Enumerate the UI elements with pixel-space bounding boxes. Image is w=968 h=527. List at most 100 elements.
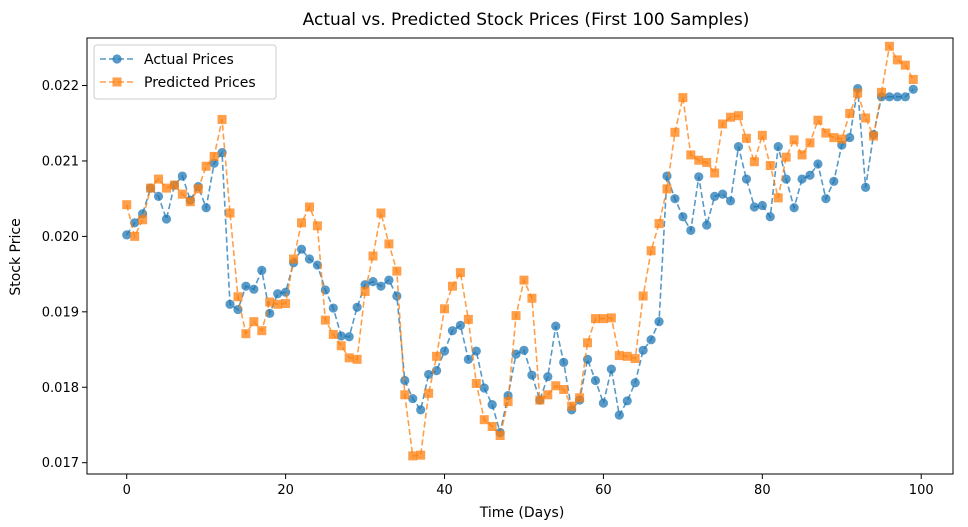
data-point-actual-prices [543,372,553,382]
data-point-actual-prices [241,281,251,291]
data-point-actual-prices [328,303,338,313]
data-point-actual-prices [424,369,434,380]
data-point-predicted-prices [344,353,354,363]
data-point-predicted-prices [567,401,577,411]
data-point-actual-prices [686,225,696,235]
x-tick-label: 0 [123,483,131,498]
data-point-predicted-prices [733,111,743,121]
data-point-predicted-prices [169,180,179,190]
data-point-predicted-prices [471,378,481,388]
data-point-predicted-prices [575,393,585,403]
data-point-actual-prices [455,320,466,330]
data-point-actual-prices [439,346,450,356]
data-point-actual-prices [892,92,902,102]
x-axis-label: Time (Days) [479,505,565,521]
data-point-actual-prices [813,159,823,169]
data-point-predicted-prices [781,152,791,162]
data-point-predicted-prices [304,202,314,212]
data-point-predicted-prices [257,326,267,336]
data-point-actual-prices [710,191,720,202]
data-point-actual-prices [471,346,481,356]
data-point-predicted-prices [702,157,712,167]
data-point-actual-prices [908,84,918,94]
data-point-predicted-prices [765,160,775,170]
data-point-actual-prices [249,284,259,294]
data-point-predicted-prices [320,315,330,325]
y-tick-label: 0.019 [42,305,79,320]
legend-label-actual-prices: Actual Prices [144,52,234,68]
data-point-actual-prices [376,281,386,291]
data-point-predicted-prices [829,133,839,143]
data-point-actual-prices [821,194,831,204]
data-point-predicted-prices [726,112,736,122]
data-point-predicted-prices [432,351,442,361]
data-point-actual-prices [431,366,442,376]
data-point-predicted-prices [328,329,338,339]
data-point-predicted-prices [193,184,203,194]
data-point-predicted-prices [598,314,608,324]
data-point-predicted-prices [646,246,656,256]
data-point-predicted-prices [845,108,855,118]
data-point-predicted-prices [154,174,164,184]
data-point-predicted-prices [900,60,910,70]
data-point-actual-prices [590,375,601,386]
data-point-actual-prices [598,398,609,408]
data-point-predicted-prices [360,286,370,296]
data-point-actual-prices [717,189,728,199]
legend: Actual Prices Predicted Prices [93,44,277,100]
x-tick-label: 40 [436,483,453,498]
y-tick-label: 0.020 [42,230,79,245]
data-point-actual-prices [304,254,315,264]
data-point-predicted-prices [821,128,831,138]
data-point-predicted-prices [161,183,171,193]
data-point-predicted-prices [686,150,696,160]
data-point-actual-prices [161,214,172,224]
data-point-actual-prices [678,212,688,222]
data-point-predicted-prices [797,150,807,160]
data-point-actual-prices [662,171,672,181]
data-point-actual-prices [479,383,489,393]
data-point-actual-prices [861,182,871,192]
data-point-actual-prices [725,196,736,206]
data-point-predicted-prices [281,299,291,309]
data-point-predicted-prices [559,385,569,395]
data-point-actual-prices [638,345,648,355]
data-point-predicted-prices [718,119,728,129]
chart-title: Actual vs. Predicted Stock Prices (First… [303,10,750,30]
data-point-predicted-prices [312,221,322,231]
data-point-actual-prices [296,244,307,254]
data-point-predicted-prices [495,431,505,441]
data-point-predicted-prices [249,317,259,327]
data-point-predicted-prices [122,200,132,210]
data-point-actual-prices [765,212,775,222]
data-point-predicted-prices [789,135,799,145]
data-point-predicted-prices [273,299,283,309]
data-point-predicted-prices [670,127,680,137]
data-point-predicted-prices [225,208,235,218]
data-point-predicted-prices [440,304,450,314]
data-point-predicted-prices [177,189,187,199]
data-point-predicted-prices [614,351,624,361]
data-point-predicted-prices [884,41,894,51]
data-point-predicted-prices [416,450,426,460]
data-point-predicted-prices [138,215,148,225]
data-point-predicted-prices [209,151,219,161]
data-point-actual-prices [447,326,458,336]
data-point-actual-prices [122,230,132,240]
data-point-actual-prices [614,410,624,420]
x-tick-label: 20 [277,483,294,498]
data-point-predicted-prices [710,168,720,178]
data-point-actual-prices [177,171,187,181]
data-point-predicted-prices [400,390,410,400]
data-point-actual-prices [312,260,323,270]
data-point-actual-prices [225,299,235,309]
data-point-actual-prices [511,349,521,359]
data-point-predicted-prices [408,451,418,461]
data-point-actual-prices [416,405,426,415]
data-point-predicted-prices [876,87,886,97]
plot-area [122,41,918,461]
data-point-actual-prices [257,265,267,275]
data-point-actual-prices [797,174,807,184]
data-point-actual-prices [606,364,616,374]
data-point-actual-prices [273,289,283,299]
